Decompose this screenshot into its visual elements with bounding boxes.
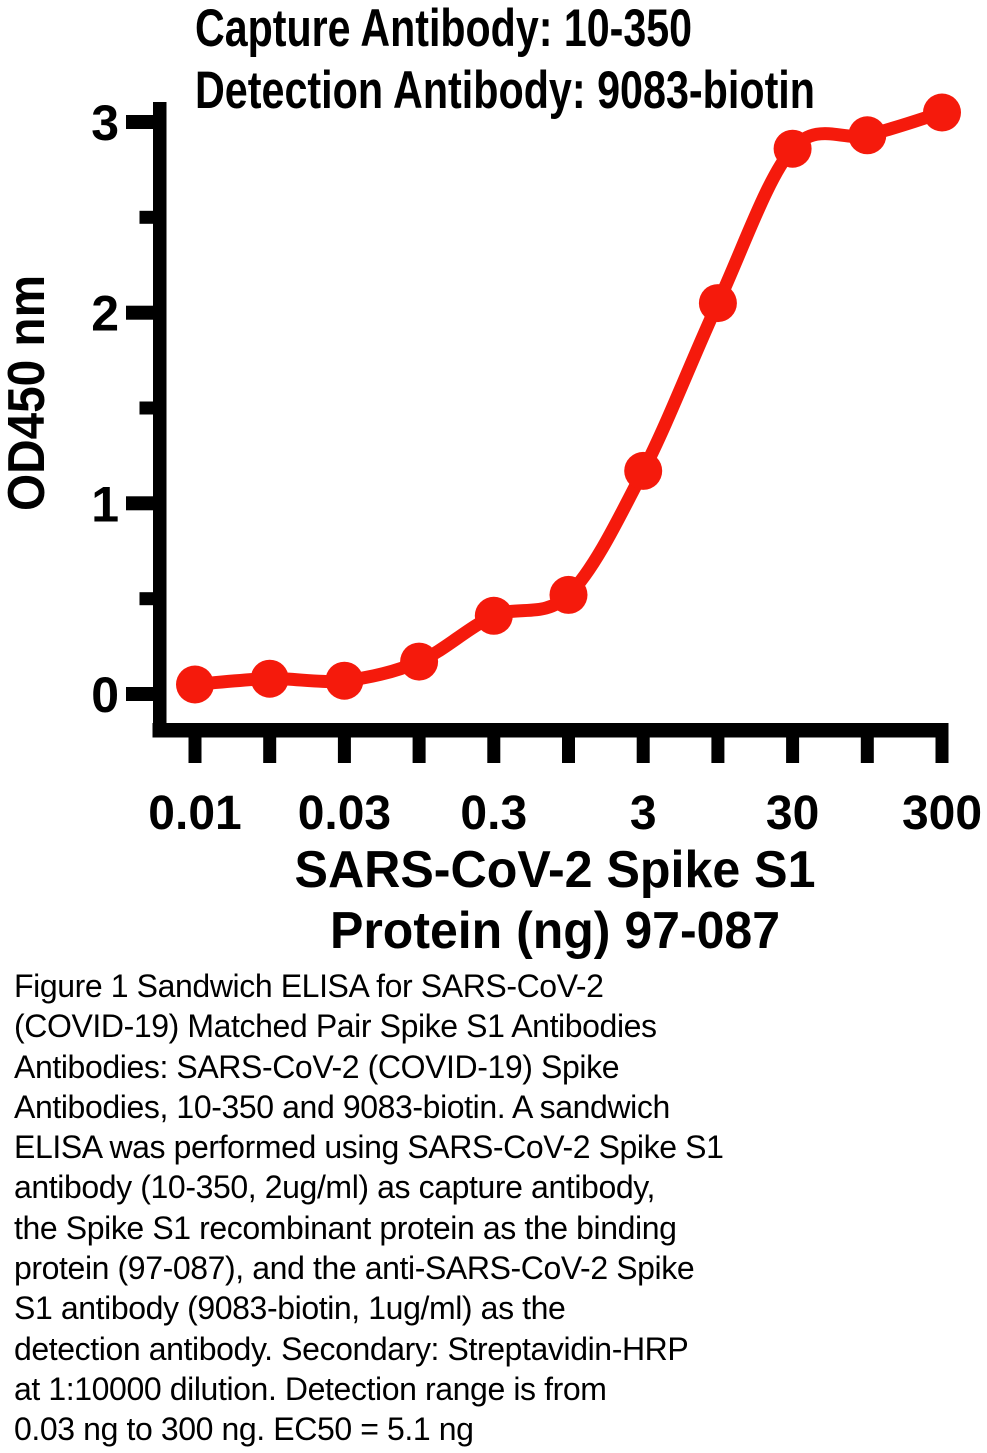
x-tick-label: 3 xyxy=(630,787,657,840)
data-point xyxy=(400,642,439,681)
x-tick xyxy=(263,737,277,763)
x-tick xyxy=(935,737,949,763)
y-axis-line xyxy=(153,102,167,737)
chart-title-line1: Capture Antibody: 10-350 xyxy=(195,0,692,58)
data-point xyxy=(923,93,961,132)
x-tick xyxy=(786,737,800,763)
x-axis-title-line2: Protein (ng) 97-087 xyxy=(330,902,780,960)
chart-title-line2: Detection Antibody: 9083-biotin xyxy=(195,61,815,120)
data-point xyxy=(549,575,588,614)
x-tick-label: 300 xyxy=(902,787,982,840)
y-major-tick xyxy=(126,305,153,320)
y-minor-tick xyxy=(139,592,153,606)
data-point xyxy=(624,451,663,490)
data-point xyxy=(848,116,887,155)
x-axis-line xyxy=(152,723,949,738)
y-tick-label: 0 xyxy=(91,667,119,723)
x-tick xyxy=(860,737,874,763)
data-points xyxy=(176,93,961,704)
y-tick-label: 2 xyxy=(91,286,119,342)
y-tick-label: 3 xyxy=(91,95,119,151)
x-tick xyxy=(711,737,725,763)
data-point xyxy=(325,661,364,700)
x-tick-label: 0.01 xyxy=(148,787,241,840)
data-point xyxy=(250,659,289,698)
data-point xyxy=(176,665,214,704)
x-tick xyxy=(337,737,351,763)
x-tick xyxy=(636,737,650,763)
x-tick xyxy=(562,737,575,763)
x-tick xyxy=(188,737,202,763)
y-minor-tick xyxy=(139,401,153,415)
y-ticks xyxy=(126,115,153,701)
x-tick-label: 0.03 xyxy=(298,787,391,840)
x-tick xyxy=(487,737,501,763)
x-tick-label: 0.3 xyxy=(460,787,527,840)
x-tick-label: 30 xyxy=(766,787,819,840)
x-tick xyxy=(412,737,426,763)
y-major-tick xyxy=(126,496,153,511)
data-point xyxy=(698,284,737,323)
y-axis-title: OD450 nm xyxy=(0,275,56,511)
y-tick-labels: 0 1 2 3 xyxy=(91,95,119,723)
x-axis-title-line1: SARS-CoV-2 Spike S1 xyxy=(295,841,816,899)
y-tick-label: 1 xyxy=(91,476,119,532)
data-point xyxy=(474,596,513,635)
figure-caption: Figure 1 Sandwich ELISA for SARS-CoV-2 (… xyxy=(14,968,724,1448)
data-point xyxy=(773,129,812,168)
elisa-sandwich-chart: Capture Antibody: 10-350 Detection Antib… xyxy=(0,0,982,960)
x-tick-labels: 0.01 0.03 0.3 3 30 300 xyxy=(148,787,982,840)
y-major-tick xyxy=(126,115,153,129)
y-major-tick xyxy=(126,687,153,701)
y-minor-tick xyxy=(139,210,153,224)
x-ticks xyxy=(188,737,949,763)
